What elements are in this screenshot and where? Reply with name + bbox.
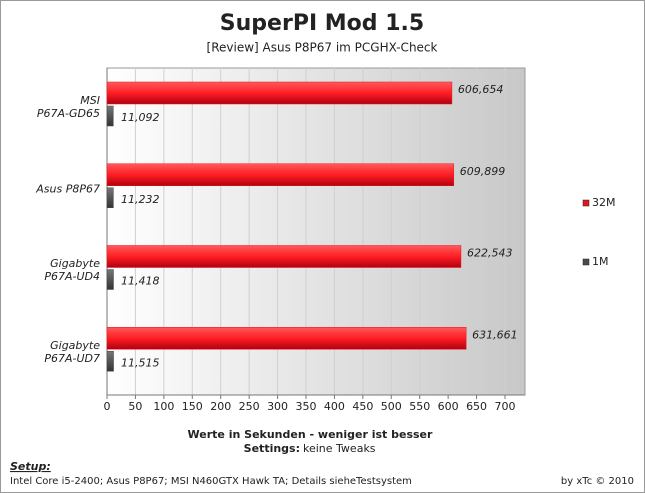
legend-label: 32M	[592, 196, 616, 209]
chart-title: SuperPI Mod 1.5	[220, 11, 424, 36]
bar	[106, 351, 114, 372]
x-tick-label: 0	[104, 400, 111, 413]
x-tick-label: 50	[128, 400, 142, 413]
x-axis-label: Werte in Sekunden - weniger ist besser	[188, 428, 433, 441]
credit: by xTc © 2010	[561, 476, 634, 487]
value-label: 606,654	[458, 83, 504, 96]
bar	[106, 327, 467, 350]
bar	[106, 163, 455, 186]
value-label: 11,515	[121, 356, 160, 369]
x-tick-label: 500	[381, 400, 402, 413]
value-label: 11,418	[121, 275, 160, 288]
bar	[106, 269, 114, 290]
x-tick-label: 600	[438, 400, 459, 413]
bar	[106, 187, 114, 208]
x-tick-label: 450	[352, 400, 373, 413]
x-tick-label: 350	[296, 400, 317, 413]
value-label: 622,543	[467, 247, 513, 260]
value-label: 631,661	[472, 328, 518, 341]
value-label: 609,899	[460, 165, 506, 178]
x-tick-label: 250	[239, 400, 260, 413]
x-tick-label: 700	[495, 400, 516, 413]
x-tick-label: 650	[466, 400, 487, 413]
y-tick-label: Gigabyte P67A-UD4	[44, 257, 100, 284]
legend-swatch	[582, 258, 590, 266]
bar	[106, 245, 462, 268]
x-tick-label: 300	[267, 400, 288, 413]
x-tick-label: 200	[210, 400, 231, 413]
x-tick-label: 550	[409, 400, 430, 413]
settings-label: Settings:	[244, 442, 300, 455]
value-label: 11,232	[121, 193, 160, 206]
y-tick-label: Asus P8P67	[36, 182, 100, 196]
setup: Intel Core i5-2400; Asus P8P67; MSI N460…	[10, 476, 412, 487]
value-label: 11,092	[121, 111, 160, 124]
bar	[106, 105, 114, 127]
setup-label: Setup:	[10, 460, 51, 473]
legend-swatch	[582, 199, 590, 207]
settings: keine Tweaks	[303, 442, 376, 455]
x-tick-label: 150	[182, 400, 203, 413]
x-tick-label: 400	[324, 400, 345, 413]
bar	[106, 81, 453, 105]
y-tick-label: MSI P67A-GD65	[36, 93, 100, 120]
legend-label: 1M	[592, 255, 609, 268]
y-tick-label: Gigabyte P67A-UD7	[44, 339, 100, 366]
x-tick-label: 100	[153, 400, 174, 413]
chart-subtitle: [Review] Asus P8P67 im PCGHX-Check	[207, 41, 438, 55]
